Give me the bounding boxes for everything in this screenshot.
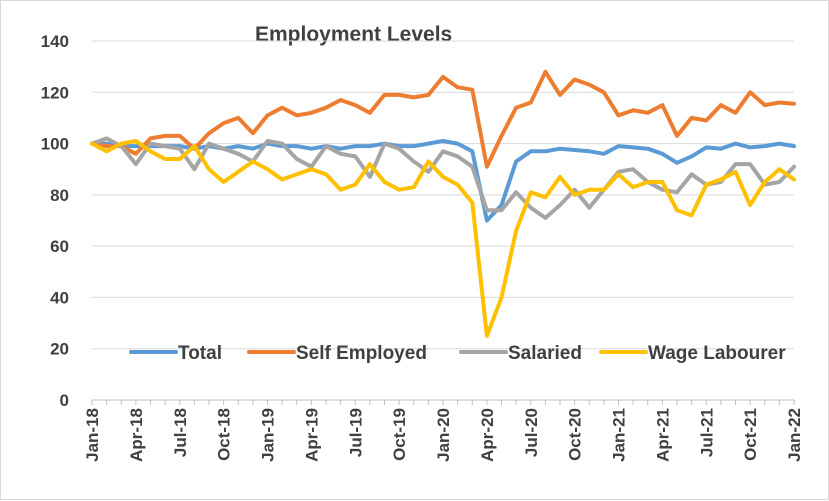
- legend-label: Self Employed: [296, 343, 427, 364]
- y-tick-label: 140: [41, 32, 69, 51]
- legend-label: Wage Labourer: [648, 343, 786, 364]
- y-tick-label: 40: [50, 288, 69, 307]
- x-tick-label: Jul-19: [346, 408, 365, 457]
- x-tick-label: Jul-18: [171, 408, 190, 457]
- x-tick-label: Oct-18: [215, 408, 234, 461]
- y-tick-label: 20: [50, 340, 69, 359]
- y-tick-label: 60: [50, 237, 69, 256]
- x-tick-label: Oct-20: [566, 408, 585, 461]
- legend: Total Self Employed Salaried Wage Labourer: [131, 343, 786, 364]
- y-tick-label: 120: [41, 83, 69, 102]
- x-tick-label: Oct-19: [390, 408, 409, 461]
- chart-title: Employment Levels: [255, 23, 452, 46]
- x-tick-label: Apr-19: [302, 408, 321, 462]
- y-tick-label: 80: [50, 186, 69, 205]
- series-line-wage-labourer: [92, 141, 794, 336]
- x-tick-label: Oct-21: [741, 408, 760, 461]
- legend-label: Total: [178, 343, 222, 364]
- x-tick-label: Jan-19: [259, 408, 278, 462]
- x-tick-label: Jul-21: [697, 408, 716, 457]
- x-tick-label: Jul-20: [522, 408, 541, 457]
- x-tick-label: Jan-20: [434, 408, 453, 462]
- y-tick-label: 0: [60, 391, 69, 410]
- x-tick-label: Apr-21: [653, 408, 672, 462]
- series-lines: [92, 72, 794, 336]
- y-axis-ticks: 0 20 40 60 80 100 120 140: [41, 32, 69, 410]
- x-tick-label: Apr-20: [478, 408, 497, 462]
- legend-label: Salaried: [508, 343, 582, 364]
- x-tick-label: Jan-18: [83, 408, 102, 462]
- x-tick-label: Jan-22: [785, 408, 804, 462]
- x-tick-label: Jan-21: [610, 408, 629, 462]
- x-axis-ticks: Jan-18 Apr-18 Jul-18 Oct-18 Jan-19 Apr-19 Jul-…: [83, 400, 804, 462]
- x-tick-label: Apr-18: [127, 408, 146, 462]
- y-tick-label: 100: [41, 135, 69, 154]
